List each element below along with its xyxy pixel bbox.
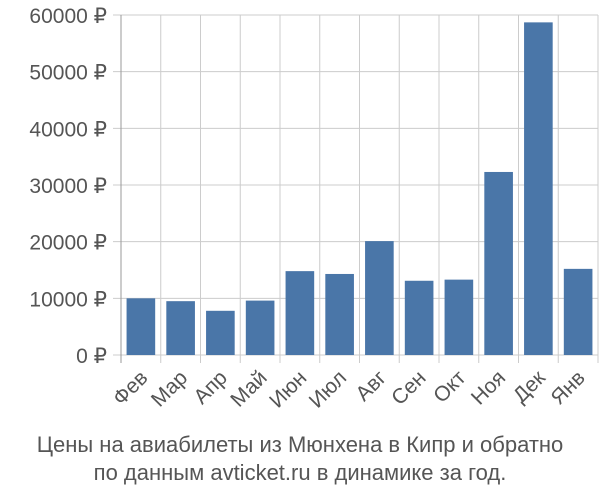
x-tick-label: Мар	[147, 366, 192, 411]
bars	[126, 22, 593, 355]
x-tick-label: Июн	[265, 366, 311, 412]
x-tick-label: Сен	[387, 366, 430, 409]
x-tick-label: Авг	[351, 366, 391, 406]
chart-caption-line-2: по данным avticket.ru в динамике за год.	[93, 460, 507, 485]
y-tick-label: 60000 ₽	[29, 5, 107, 28]
x-tick-label: Июл	[305, 366, 351, 412]
y-tick-label: 30000 ₽	[29, 175, 107, 198]
x-tick-label: Янв	[547, 366, 590, 409]
y-tick-label: 40000 ₽	[29, 118, 107, 141]
bar-Июн	[285, 271, 315, 355]
bar-Сен	[404, 280, 434, 355]
y-tick-label: 0 ₽	[76, 345, 107, 368]
bar-Ноя	[484, 171, 513, 355]
x-tick-label: Ноя	[467, 366, 510, 409]
grid-lines	[113, 14, 599, 363]
bar-Мар	[166, 301, 195, 355]
bar-Май	[245, 300, 275, 355]
x-tick-label: Апр	[189, 366, 231, 408]
bar-Дек	[524, 22, 553, 355]
y-tick-label: 50000 ₽	[29, 62, 107, 85]
bar-Фев	[126, 298, 156, 355]
y-tick-label: 10000 ₽	[29, 288, 107, 311]
bar-chart: 0 ₽ 10000 ₽ 20000 ₽ 30000 ₽ 40000 ₽ 50000 ₽ 60…	[29, 5, 599, 413]
bar-Авг	[365, 241, 394, 355]
x-tick-label: Май	[226, 366, 271, 411]
bar-Июл	[325, 273, 354, 355]
bar-Окт	[444, 279, 474, 355]
chart-caption-line-1: Цены на авиабилеты из Мюнхена в Кипр и о…	[36, 432, 564, 457]
y-tick-label: 20000 ₽	[29, 232, 107, 255]
x-tick-label: Окт	[429, 366, 471, 408]
x-tick-label: Дек	[509, 366, 551, 408]
x-tick-label: Фев	[109, 366, 153, 410]
bar-Апр	[206, 310, 235, 355]
bar-Янв	[563, 268, 593, 355]
y-tick-labels: 0 ₽ 10000 ₽ 20000 ₽ 30000 ₽ 40000 ₽ 50000 ₽ 60…	[29, 5, 107, 368]
